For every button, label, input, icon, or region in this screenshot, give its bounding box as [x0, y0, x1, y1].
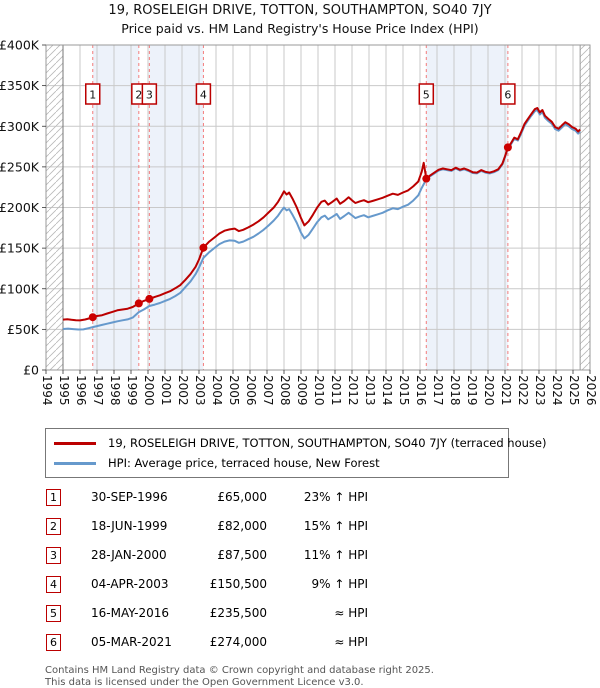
svg-text:1: 1 [89, 89, 96, 102]
footer-line-2: This data is licensed under the Open Gov… [45, 677, 600, 688]
table-row: 3 28-JAN-2000 £87,500 11% ↑ HPI [0, 545, 600, 574]
svg-text:2: 2 [135, 89, 142, 102]
sale-hpi-comparison: 23% ↑ HPI [230, 490, 368, 504]
svg-text:1994: 1994 [40, 375, 54, 406]
sale-hpi-comparison: 9% ↑ HPI [230, 577, 368, 591]
svg-text:3: 3 [146, 89, 153, 102]
svg-text:2006: 2006 [244, 375, 258, 406]
sale-date: 05-MAR-2021 [91, 635, 172, 649]
svg-text:1995: 1995 [57, 375, 71, 406]
legend-entry-property: 19, ROSELEIGH DRIVE, TOTTON, SOUTHAMPTON… [54, 433, 500, 453]
svg-text:1997: 1997 [91, 375, 105, 406]
svg-text:2020: 2020 [482, 375, 496, 406]
table-row: 2 18-JUN-1999 £82,000 15% ↑ HPI [0, 516, 600, 545]
svg-text:2012: 2012 [346, 375, 360, 406]
sale-number-badge: 3 [46, 547, 61, 564]
svg-text:6: 6 [504, 89, 511, 102]
svg-text:2021: 2021 [499, 375, 513, 406]
sales-table: 1 30-SEP-1996 £65,000 23% ↑ HPI 2 18-JUN… [0, 487, 600, 661]
svg-text:2007: 2007 [261, 375, 275, 406]
page-subtitle: Price paid vs. HM Land Registry's House … [0, 21, 600, 36]
table-row: 6 05-MAR-2021 £274,000 ≈ HPI [0, 632, 600, 661]
svg-text:2023: 2023 [533, 375, 547, 406]
red-line-swatch [54, 442, 96, 445]
svg-text:£300K: £300K [0, 119, 40, 134]
svg-text:2026: 2026 [584, 375, 598, 406]
svg-text:£400K: £400K [0, 38, 40, 53]
svg-text:2022: 2022 [516, 375, 530, 406]
svg-text:2024: 2024 [550, 375, 564, 406]
table-row: 4 04-APR-2003 £150,500 9% ↑ HPI [0, 574, 600, 603]
svg-text:5: 5 [423, 89, 430, 102]
sale-number-badge: 5 [46, 605, 61, 622]
blue-line-swatch [54, 462, 96, 465]
footer-line-1: Contains HM Land Registry data © Crown c… [45, 665, 600, 677]
sale-number-badge: 2 [46, 518, 61, 535]
svg-text:£50K: £50K [7, 322, 40, 337]
svg-text:2008: 2008 [278, 375, 292, 406]
svg-text:2018: 2018 [448, 375, 462, 406]
svg-text:£150K: £150K [0, 241, 40, 256]
sale-number-badge: 1 [46, 489, 61, 506]
sale-date: 18-JUN-1999 [91, 519, 167, 533]
svg-text:£100K: £100K [0, 281, 40, 296]
sale-date: 04-APR-2003 [91, 577, 169, 591]
sale-hpi-comparison: ≈ HPI [230, 635, 368, 649]
svg-text:2009: 2009 [295, 375, 309, 406]
table-row: 5 16-MAY-2016 £235,500 ≈ HPI [0, 603, 600, 632]
sale-number-badge: 6 [46, 634, 61, 651]
svg-text:2017: 2017 [431, 375, 445, 406]
page-title: 19, ROSELEIGH DRIVE, TOTTON, SOUTHAMPTON… [0, 3, 600, 18]
svg-text:2004: 2004 [210, 375, 224, 406]
sale-date: 28-JAN-2000 [91, 548, 167, 562]
svg-text:2005: 2005 [227, 375, 241, 406]
svg-text:2010: 2010 [312, 375, 326, 406]
sale-hpi-comparison: ≈ HPI [230, 606, 368, 620]
table-row: 1 30-SEP-1996 £65,000 23% ↑ HPI [0, 487, 600, 516]
svg-text:£200K: £200K [0, 200, 40, 215]
svg-text:2025: 2025 [567, 375, 581, 406]
sale-hpi-comparison: 15% ↑ HPI [230, 519, 368, 533]
svg-text:2016: 2016 [414, 375, 428, 406]
svg-text:2001: 2001 [159, 375, 173, 406]
svg-text:1996: 1996 [74, 375, 88, 406]
sale-date: 16-MAY-2016 [91, 606, 169, 620]
svg-text:2014: 2014 [380, 375, 394, 406]
svg-text:1998: 1998 [108, 375, 122, 406]
svg-text:£250K: £250K [0, 159, 40, 174]
legend-entry-hpi: HPI: Average price, terraced house, New … [54, 453, 500, 473]
sale-date: 30-SEP-1996 [91, 490, 168, 504]
svg-text:2000: 2000 [142, 375, 156, 406]
sale-number-badge: 4 [46, 576, 61, 593]
svg-text:2003: 2003 [193, 375, 207, 406]
legend-label: HPI: Average price, terraced house, New … [108, 456, 380, 470]
svg-text:2015: 2015 [397, 375, 411, 406]
svg-text:2013: 2013 [363, 375, 377, 406]
copyright-footer: Contains HM Land Registry data © Crown c… [45, 665, 600, 688]
svg-text:4: 4 [200, 89, 207, 102]
chart-legend: 19, ROSELEIGH DRIVE, TOTTON, SOUTHAMPTON… [45, 428, 509, 478]
svg-text:1999: 1999 [125, 375, 139, 406]
svg-text:2011: 2011 [329, 375, 343, 406]
svg-text:2019: 2019 [465, 375, 479, 406]
legend-label: 19, ROSELEIGH DRIVE, TOTTON, SOUTHAMPTON… [108, 436, 546, 450]
svg-text:£350K: £350K [0, 78, 40, 93]
sale-hpi-comparison: 11% ↑ HPI [230, 548, 368, 562]
svg-text:£0: £0 [23, 363, 39, 378]
svg-text:2002: 2002 [176, 375, 190, 406]
